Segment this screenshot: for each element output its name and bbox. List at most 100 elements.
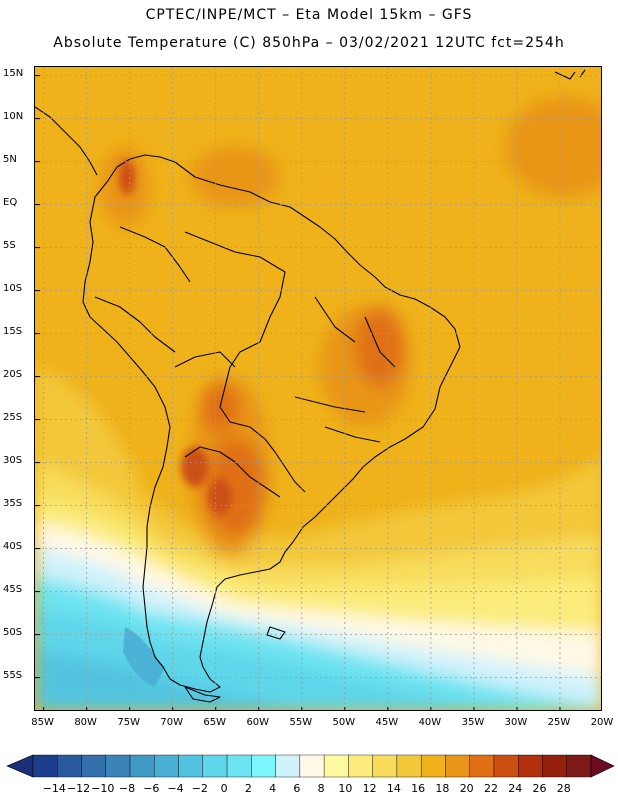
colorbar-label: 22 bbox=[483, 782, 498, 795]
lon-label: 20W bbox=[590, 717, 614, 728]
lat-label: 45S bbox=[3, 583, 23, 595]
lon-label: 80W bbox=[74, 717, 97, 728]
lon-label: 30W bbox=[504, 717, 528, 728]
colorbar-swatch bbox=[105, 754, 131, 778]
colorbar-label: −10 bbox=[91, 782, 115, 795]
lat-label: 50S bbox=[3, 626, 23, 638]
lat-label: 30S bbox=[3, 454, 23, 466]
colorbar-label: −8 bbox=[118, 782, 136, 795]
colorbar-label: −14 bbox=[42, 782, 66, 795]
colorbar-label: 10 bbox=[338, 782, 353, 795]
colorbar-swatch bbox=[566, 754, 592, 778]
colorbar-label: 26 bbox=[532, 782, 547, 795]
axis-ticks bbox=[35, 75, 561, 710]
lat-label: 15S bbox=[3, 325, 23, 337]
field-warm-guyana bbox=[190, 147, 280, 207]
colorbar-arrow-low bbox=[6, 754, 34, 778]
border-brazil-west bbox=[184, 231, 306, 493]
colorbar-label: 14 bbox=[386, 782, 401, 795]
lon-label: 25W bbox=[547, 717, 571, 728]
colorbar-label: 24 bbox=[508, 782, 523, 795]
colorbar-swatch bbox=[323, 754, 349, 778]
lon-label: 70W bbox=[160, 717, 183, 728]
colorbar-swatch bbox=[542, 754, 567, 778]
colorbar-swatch bbox=[202, 754, 228, 778]
colorbar-swatch bbox=[81, 754, 106, 778]
lat-label: 35S bbox=[3, 497, 23, 509]
colorbar-swatch bbox=[154, 754, 179, 778]
field-cold-patagonia bbox=[123, 627, 165, 687]
lat-label: 10N bbox=[3, 110, 24, 122]
lon-label: 60W bbox=[246, 717, 270, 728]
colorbar-label: 16 bbox=[411, 782, 426, 795]
colorbar-label: −2 bbox=[191, 782, 208, 795]
colorbar-swatch bbox=[251, 754, 276, 778]
colorbar-swatch bbox=[129, 754, 155, 778]
coastline-south-america bbox=[82, 154, 461, 693]
coastline-falklands bbox=[266, 626, 286, 640]
colorbar-swatch bbox=[226, 754, 252, 778]
colorbar-label: 18 bbox=[435, 782, 450, 795]
lat-label: 5N bbox=[3, 153, 17, 165]
lat-label: EQ bbox=[3, 196, 18, 208]
colorbar-swatch bbox=[57, 754, 82, 778]
field-hot-core-2 bbox=[208, 479, 232, 515]
colorbar-swatch bbox=[420, 754, 446, 778]
field-band-m2 bbox=[35, 652, 304, 710]
lat-label: 15N bbox=[3, 67, 24, 79]
colorbar-label: −12 bbox=[66, 782, 91, 795]
colorbar-label: 2 bbox=[244, 782, 252, 795]
colorbar-swatch bbox=[372, 754, 398, 778]
border-bolivia bbox=[174, 351, 236, 368]
colorbar-swatch bbox=[178, 754, 204, 778]
border-colombia bbox=[119, 226, 191, 283]
colorbar-swatch bbox=[275, 754, 301, 778]
lon-label: 40W bbox=[418, 717, 442, 728]
lat-label: 40S bbox=[3, 540, 23, 552]
lat-label: 25S bbox=[3, 411, 23, 423]
colorbar-label: 6 bbox=[293, 782, 301, 795]
lon-label: 65W bbox=[203, 717, 227, 728]
field-hot-north bbox=[119, 159, 135, 195]
colorbar-swatch bbox=[32, 754, 58, 778]
lon-label: 75W bbox=[117, 717, 140, 728]
colorbar-swatch bbox=[493, 754, 519, 778]
colorbar-swatch bbox=[518, 754, 543, 778]
colorbar-label: 28 bbox=[556, 782, 571, 795]
colorbar bbox=[6, 754, 615, 778]
colorbar-swatch bbox=[348, 754, 373, 778]
temperature-map bbox=[34, 66, 602, 711]
colorbar-arrow-high bbox=[590, 754, 615, 778]
title-line-1: CPTEC/INPE/MCT – Eta Model 15km – GFS bbox=[145, 7, 473, 23]
field-warm-atlantic bbox=[505, 97, 601, 197]
lon-label: 85W bbox=[31, 717, 54, 728]
lon-label: 55W bbox=[289, 717, 313, 728]
colorbar-label: 0 bbox=[220, 782, 228, 795]
border-argentina bbox=[184, 446, 281, 498]
colorbar-swatch bbox=[445, 754, 470, 778]
colorbar-label: 4 bbox=[269, 782, 277, 795]
lat-label: 5S bbox=[3, 239, 16, 251]
lat-label: 20S bbox=[3, 368, 23, 380]
colorbar-label: −6 bbox=[143, 782, 160, 795]
lat-label: 55S bbox=[3, 669, 23, 681]
colorbar-swatch bbox=[469, 754, 495, 778]
title-line-2: Absolute Temperature (C) 850hPa – 03/02/… bbox=[53, 35, 565, 51]
field-warm-bahia bbox=[355, 307, 405, 387]
colorbar-swatch bbox=[299, 754, 325, 778]
colorbar-label: 20 bbox=[459, 782, 474, 795]
lon-label: 50W bbox=[332, 717, 356, 728]
border-peru bbox=[94, 296, 176, 353]
coastline-tierra-del-fuego bbox=[184, 686, 221, 703]
border-states bbox=[294, 296, 396, 443]
colorbar-swatch bbox=[396, 754, 422, 778]
colorbar-label: 8 bbox=[317, 782, 325, 795]
coastline-central-america bbox=[35, 106, 98, 176]
lat-label: 10S bbox=[3, 282, 23, 294]
temperature-field bbox=[35, 67, 601, 710]
coastlines bbox=[35, 69, 586, 703]
colorbar-label: −4 bbox=[167, 782, 184, 795]
colorbar-label: 12 bbox=[362, 782, 377, 795]
lon-label: 35W bbox=[461, 717, 485, 728]
lon-label: 45W bbox=[375, 717, 399, 728]
